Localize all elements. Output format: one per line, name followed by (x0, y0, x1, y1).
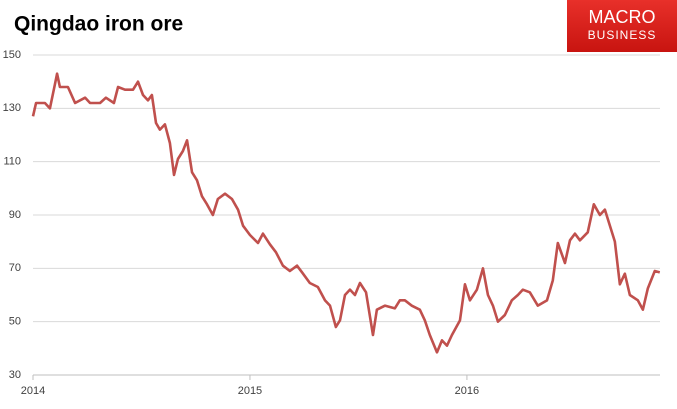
logo-text: MACRO (589, 7, 656, 27)
logo-text: BUSINESS (588, 28, 657, 42)
logo-box (567, 0, 677, 52)
line-series (31, 72, 661, 354)
y-tick-label: 30 (9, 369, 21, 381)
x-tick-label: 2015 (238, 385, 262, 397)
chart-title: Qingdao iron ore (14, 13, 183, 36)
y-tick-label: 110 (3, 156, 21, 168)
y-tick-label: 50 (9, 316, 21, 328)
y-tick-label: 70 (9, 262, 21, 274)
y-tick-label: 90 (9, 209, 21, 221)
x-tick-label: 2014 (21, 385, 45, 397)
y-tick-label: 130 (3, 102, 21, 114)
y-tick-label: 150 (3, 49, 21, 61)
x-tick-label: 2016 (455, 385, 479, 397)
